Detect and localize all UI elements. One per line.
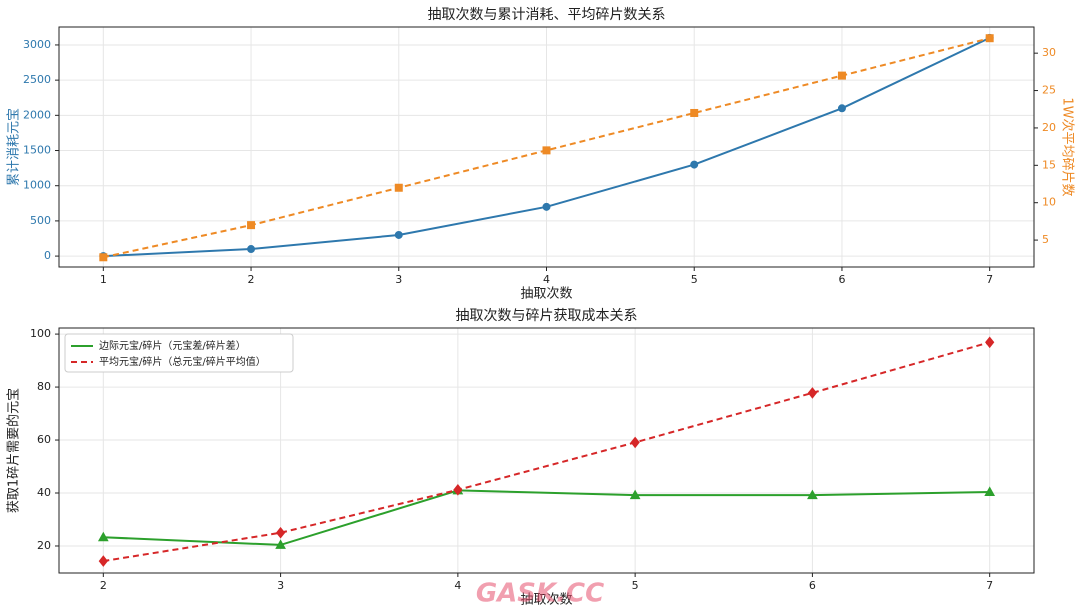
marker — [690, 160, 699, 169]
axes-frame — [58, 327, 1035, 574]
y-axis-label: 获取1碎片需要的元宝 — [6, 388, 22, 513]
legend: 边际元宝/碎片（元宝差/碎片差） 平均元宝/碎片（总元宝/碎片平均值） — [64, 333, 294, 373]
x-tick-label: 6 — [838, 273, 845, 286]
marker — [394, 230, 403, 239]
x-tick-label: 3 — [277, 579, 284, 592]
marker — [837, 71, 846, 80]
marker — [453, 484, 463, 496]
y-tick-label: 500 — [30, 214, 51, 227]
y-axis-label: 累计消耗元宝 — [7, 108, 22, 186]
marker — [985, 34, 994, 43]
x-tick-label: 3 — [395, 273, 402, 286]
legend-label: 平均元宝/碎片（总元宝/碎片平均值） — [99, 355, 266, 368]
axes-frame — [58, 26, 1035, 268]
legend-label: 边际元宝/碎片（元宝差/碎片差） — [99, 339, 246, 352]
y-tick-label: 1500 — [23, 144, 51, 157]
y2-tick-label: 20 — [1042, 121, 1056, 134]
series-line — [103, 341, 990, 563]
marker — [247, 221, 256, 230]
y-tick-label: 2500 — [23, 73, 51, 86]
marker — [690, 108, 699, 117]
x-tick-label: 6 — [809, 579, 816, 592]
marker — [275, 526, 286, 539]
legend-frame — [64, 333, 294, 373]
series-line — [103, 489, 990, 546]
marker — [984, 486, 996, 496]
x-axis-label: 抽取次数 — [520, 592, 572, 608]
marker — [837, 104, 846, 113]
x-tick-label: 1 — [100, 273, 107, 286]
y-tick-label: 100 — [30, 327, 51, 340]
marker — [629, 489, 641, 500]
y-tick-label: 60 — [37, 433, 51, 446]
y2-tick-label: 15 — [1042, 158, 1056, 171]
marker — [98, 555, 108, 567]
y2-tick-label: 30 — [1042, 46, 1056, 59]
chart-title: 抽取次数与碎片获取成本关系 — [456, 308, 638, 324]
marker — [630, 436, 640, 449]
marker — [542, 146, 551, 155]
y-tick-label: 80 — [37, 380, 51, 393]
y-tick-label: 2000 — [23, 108, 51, 121]
marker — [807, 387, 818, 399]
x-tick-label: 4 — [454, 579, 461, 592]
y2-tick-label: 25 — [1042, 84, 1056, 97]
x-axis-label: 抽取次数 — [520, 286, 572, 302]
y-tick-label: 40 — [37, 486, 51, 499]
y2-axis-label: 1W次平均碎片数 — [1060, 97, 1076, 196]
chart-title: 抽取次数与累计消耗、平均碎片数关系 — [428, 7, 666, 23]
y2-tick-label: 5 — [1042, 233, 1049, 246]
marker — [394, 183, 403, 192]
y-tick-label: 20 — [37, 539, 51, 552]
x-tick-label: 2 — [100, 579, 107, 592]
marker — [247, 245, 256, 254]
x-tick-label: 2 — [248, 273, 255, 286]
y-tick-label: 0 — [44, 249, 51, 262]
y-tick-label: 1000 — [23, 179, 51, 192]
x-tick-label: 5 — [632, 579, 639, 592]
x-tick-label: 5 — [691, 273, 698, 286]
y-tick-label: 3000 — [23, 38, 51, 51]
marker — [99, 253, 108, 262]
marker — [97, 531, 109, 542]
x-tick-label: 4 — [543, 273, 550, 286]
y2-tick-label: 10 — [1042, 196, 1056, 209]
watermark: GASK.CC — [476, 579, 604, 609]
marker — [985, 336, 995, 349]
marker — [275, 539, 286, 549]
x-tick-label: 7 — [986, 273, 993, 286]
marker — [807, 489, 818, 500]
marker — [542, 202, 551, 211]
x-tick-label: 7 — [986, 579, 993, 592]
